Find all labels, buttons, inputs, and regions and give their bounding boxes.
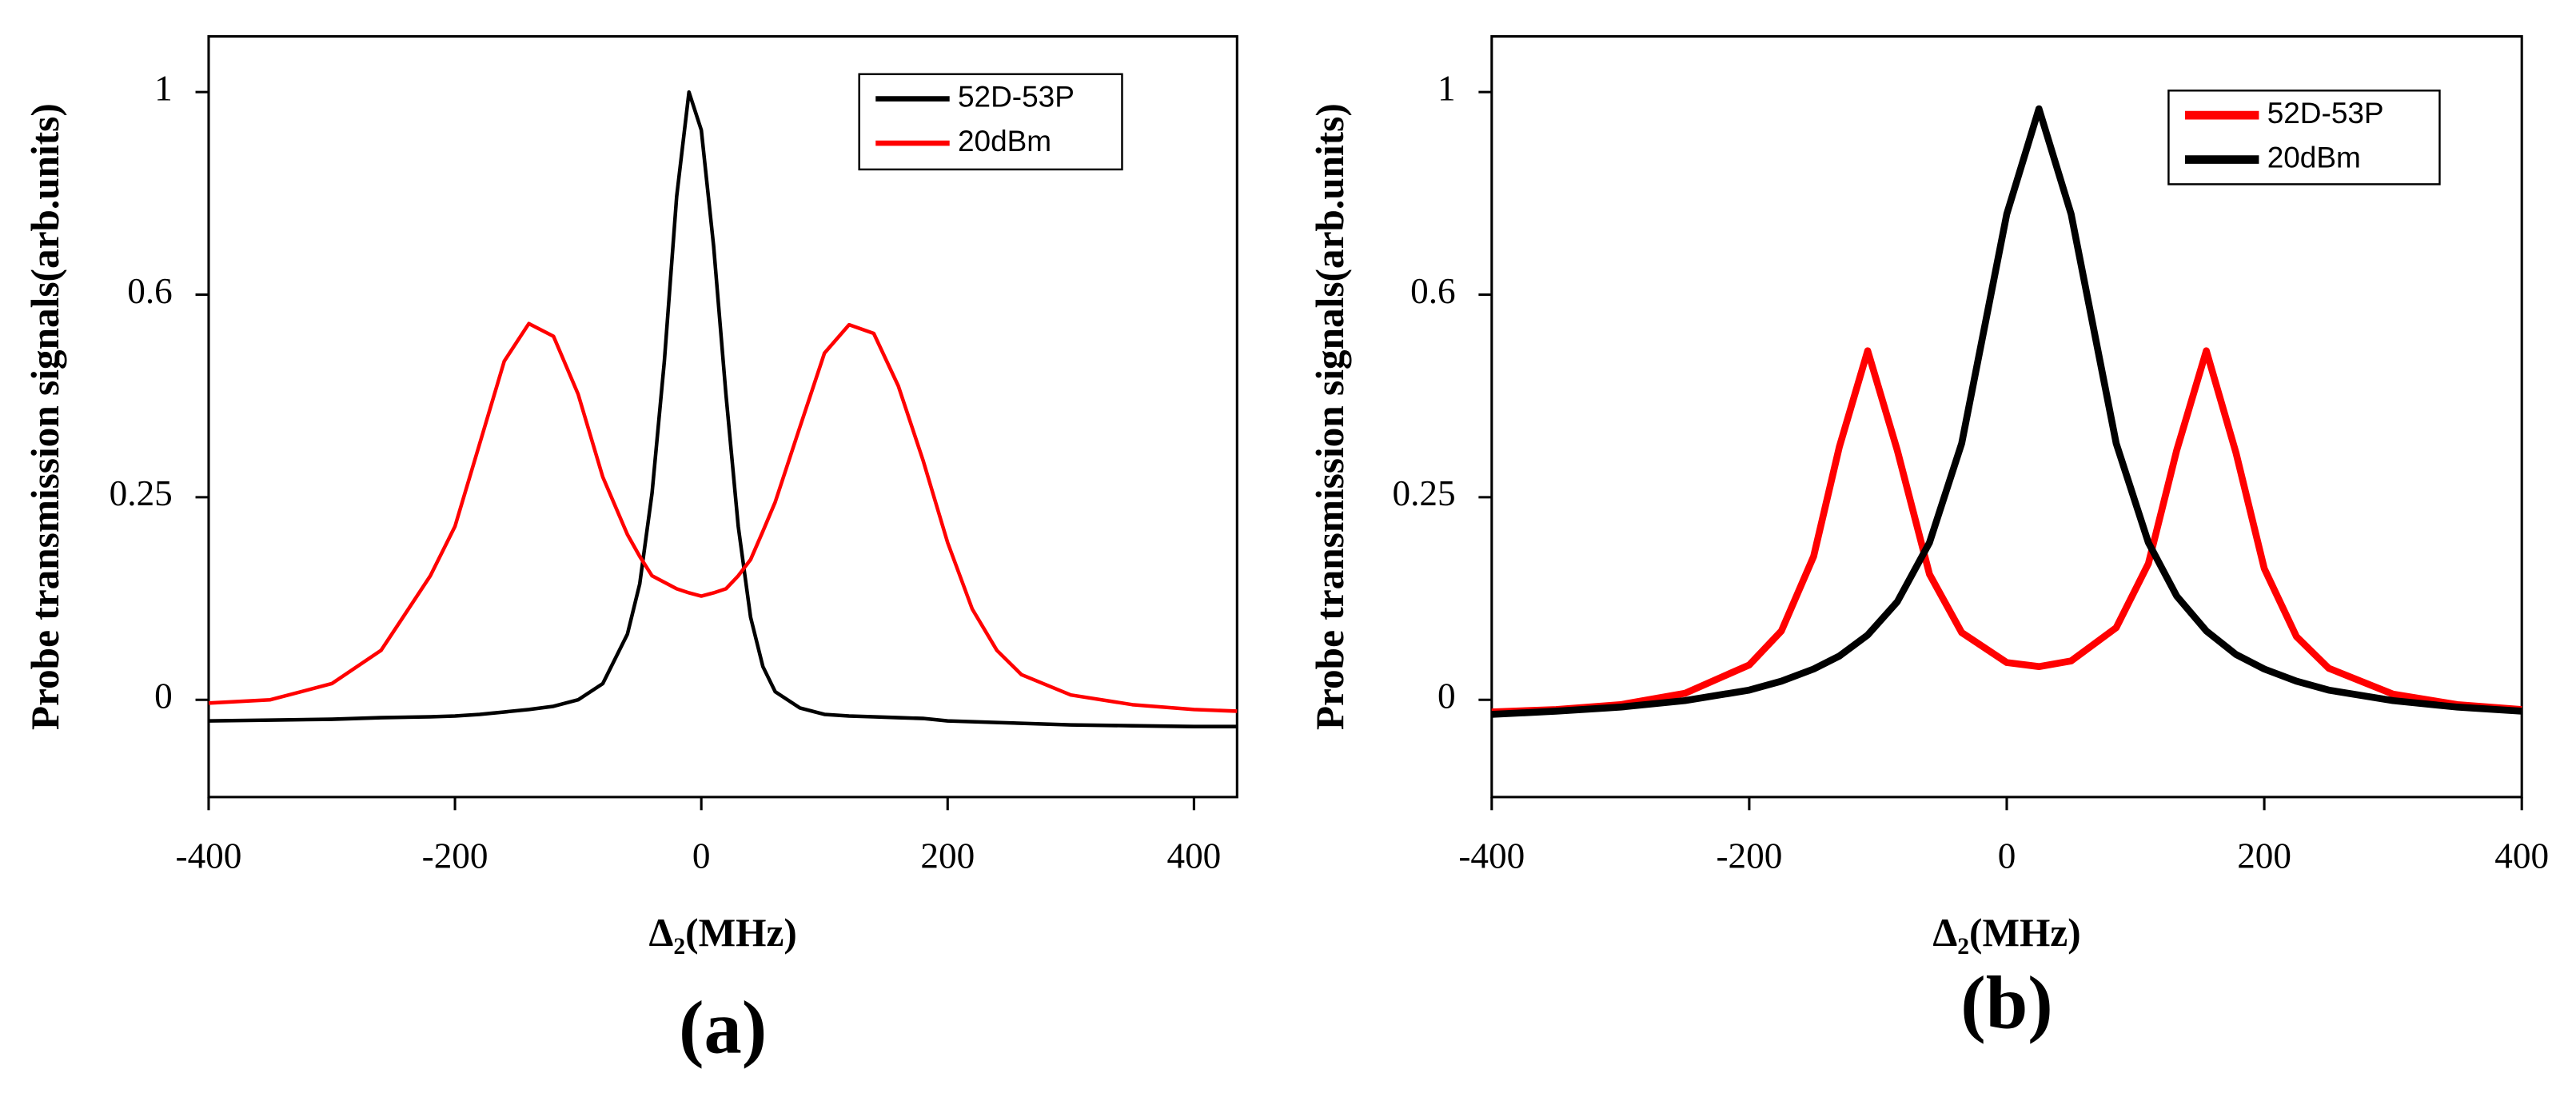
legend-label: 52D-53P <box>958 80 1075 113</box>
panel-label: (b) <box>1960 962 2053 1045</box>
panel: 0 0.25 0.6 1 -400 -200 0 200 400 Δ₂(MHz) Probe tra… <box>23 34 1238 1070</box>
y-axis-label: Probe transmission signals(arb.units) <box>23 103 67 730</box>
x-tick-label: 400 <box>2494 836 2549 876</box>
x-tick-label: 200 <box>920 836 975 876</box>
x-tick-label: -400 <box>1458 836 1525 876</box>
y-axis-label: Probe transmission signals(arb.units) <box>1308 103 1352 730</box>
legend-label: 20dBm <box>958 125 1051 158</box>
legend-box <box>858 73 1123 171</box>
x-tick-label: -400 <box>176 836 242 876</box>
x-tick-label: 200 <box>2237 836 2291 876</box>
x-tick-label: 400 <box>1166 836 1221 876</box>
panel: 0 0.25 0.6 1 -400 -200 0 200 400 Δ₂(MHz) Probe tra… <box>1308 34 2549 1045</box>
x-tick-label: 0 <box>692 836 711 876</box>
y-tick-label: 1 <box>1438 69 1456 109</box>
x-axis-label: Δ₂(MHz) <box>648 911 796 955</box>
series-line <box>208 90 1238 728</box>
legend-box <box>2167 90 2441 185</box>
y-tick-label: 0.25 <box>1393 473 1456 513</box>
x-axis-label: Δ₂(MHz) <box>1932 911 2080 955</box>
legend-label: 52D-53P <box>2267 97 2384 130</box>
y-tick-label: 0.25 <box>110 473 173 513</box>
legend-label: 20dBm <box>2267 141 2361 174</box>
x-tick-label: 0 <box>1998 836 2016 876</box>
series-line <box>208 321 1238 713</box>
x-tick-label: -200 <box>422 836 488 876</box>
y-tick-label: 1 <box>154 69 173 109</box>
panel-label: (a) <box>679 987 767 1070</box>
series-line <box>1491 347 2522 716</box>
y-tick-label: 0 <box>1438 676 1456 716</box>
x-tick-label: -200 <box>1716 836 1782 876</box>
y-tick-label: 0 <box>154 676 173 716</box>
plot-frame <box>207 34 1238 799</box>
y-tick-label: 0.6 <box>1410 271 1455 311</box>
series-line <box>1491 105 2522 718</box>
y-tick-label: 0.6 <box>127 271 172 311</box>
